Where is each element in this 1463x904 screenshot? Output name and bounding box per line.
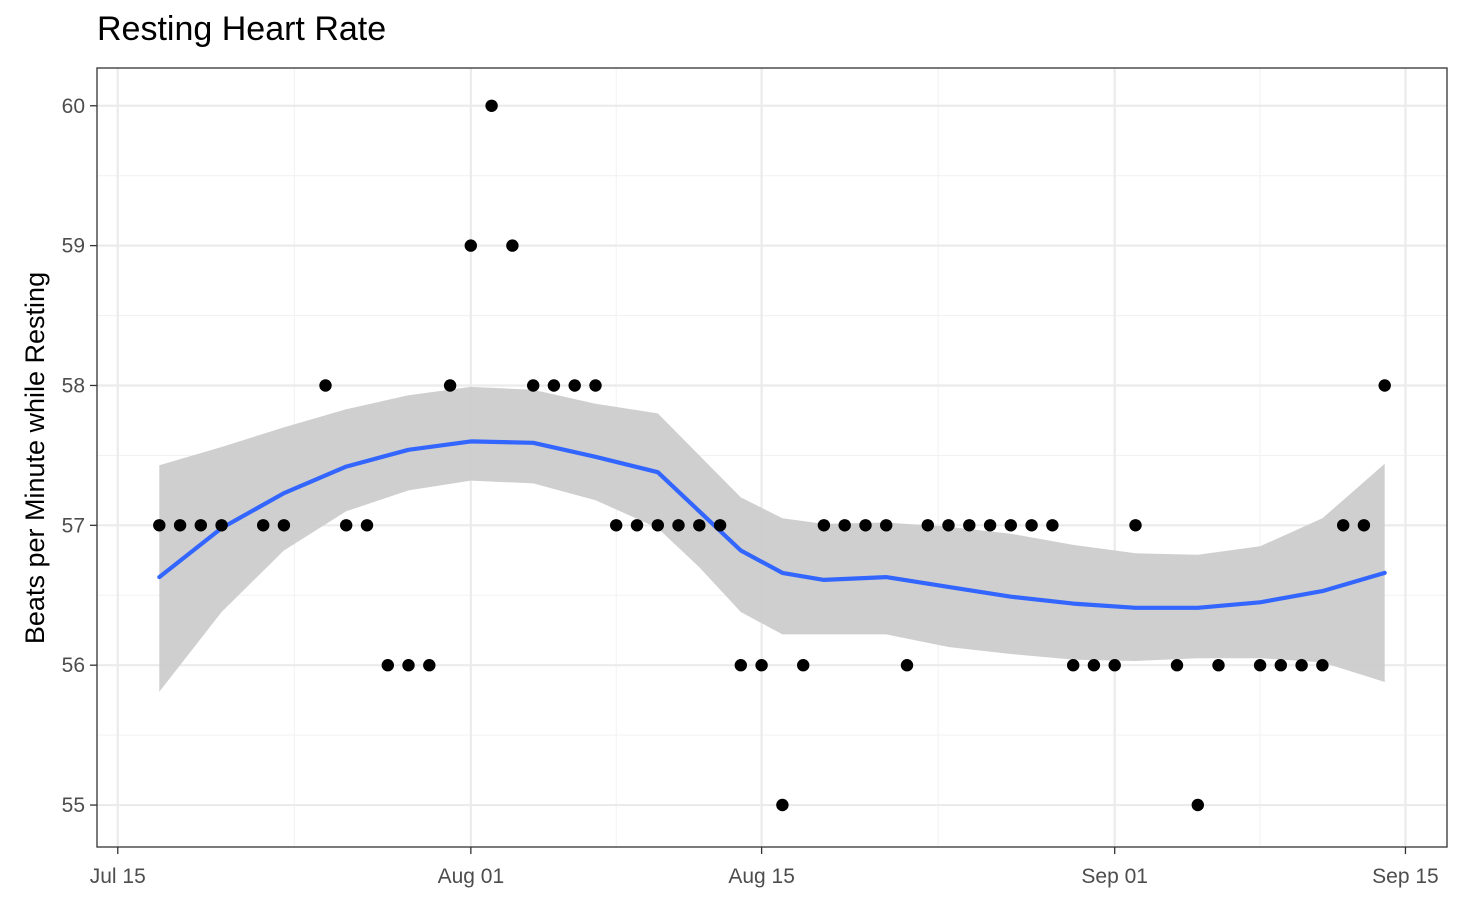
data-point (755, 659, 768, 672)
data-point (1025, 519, 1038, 532)
data-point (983, 519, 997, 532)
x-tick-label: Sep 01 (1081, 865, 1148, 888)
data-point (1274, 659, 1288, 672)
y-axis: 55 56 57 58 59 60 (62, 95, 97, 817)
data-point (651, 519, 664, 532)
data-point (900, 659, 914, 672)
data-point (443, 379, 457, 392)
data-point (672, 519, 685, 532)
data-point (1316, 659, 1329, 672)
smooth-trend-line (157, 439, 1387, 610)
data-point (257, 519, 270, 532)
data-point (797, 659, 810, 672)
data-point (506, 239, 519, 252)
x-tick-label: Aug 15 (728, 865, 795, 888)
data-point (360, 519, 374, 532)
data-point (547, 379, 561, 392)
data-point (1108, 659, 1121, 672)
data-points (153, 99, 1391, 812)
data-point (485, 99, 498, 113)
y-tick-label: 60 (62, 95, 85, 118)
x-axis: Jul 15 Aug 01 Aug 15 Sep 01 Sep 15 (90, 847, 1439, 888)
data-point (1191, 798, 1205, 812)
x-tick-label: Aug 01 (438, 865, 505, 888)
data-point (568, 379, 581, 392)
data-point (838, 519, 851, 532)
data-point (589, 379, 602, 392)
data-point (153, 519, 166, 532)
data-point (1295, 659, 1308, 672)
trend-line (157, 439, 1387, 610)
data-point (1378, 379, 1391, 392)
data-point (1067, 659, 1080, 672)
data-point (402, 659, 415, 672)
data-point (1046, 519, 1059, 532)
data-point (942, 519, 955, 532)
data-point (963, 519, 976, 532)
data-point (1357, 519, 1371, 532)
data-point (693, 519, 706, 532)
x-tick-label: Sep 15 (1372, 865, 1439, 888)
data-point (1253, 659, 1267, 672)
y-tick-label: 59 (62, 235, 85, 258)
data-point (319, 379, 332, 392)
data-point (1170, 659, 1184, 672)
data-point (1129, 519, 1142, 532)
data-point (610, 519, 623, 532)
data-point (1004, 519, 1017, 532)
data-point (277, 519, 291, 532)
data-point (817, 519, 831, 532)
y-tick-label: 57 (62, 514, 85, 537)
data-point (173, 519, 187, 532)
data-point (921, 519, 934, 532)
x-tick-label: Jul 15 (90, 865, 146, 888)
data-point (880, 519, 893, 532)
data-point (1087, 659, 1101, 672)
data-point (713, 519, 727, 532)
data-point (527, 379, 540, 392)
y-tick-label: 58 (62, 374, 85, 397)
data-point (194, 519, 207, 532)
data-point (464, 239, 477, 252)
y-tick-label: 56 (62, 654, 85, 677)
confidence-ribbon (159, 386, 1385, 692)
data-point (859, 519, 872, 532)
chart-title: Resting Heart Rate (97, 10, 387, 48)
data-point (215, 519, 228, 532)
data-point (381, 659, 394, 672)
panel-border (96, 67, 1448, 848)
data-point (340, 519, 353, 532)
data-point (423, 659, 436, 672)
data-point (734, 659, 747, 672)
data-point (630, 519, 644, 532)
y-axis-title: Beats per Minute while Resting (20, 272, 50, 644)
y-tick-label: 55 (62, 794, 85, 817)
data-point (1212, 659, 1225, 672)
confidence-band (159, 386, 1385, 692)
data-point (1337, 519, 1350, 532)
data-point (776, 798, 789, 812)
